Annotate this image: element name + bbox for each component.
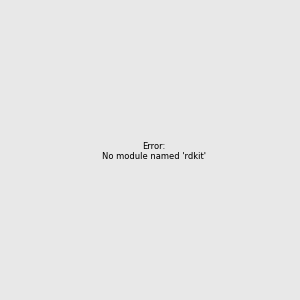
Text: Error:
No module named 'rdkit': Error: No module named 'rdkit' — [102, 142, 206, 161]
